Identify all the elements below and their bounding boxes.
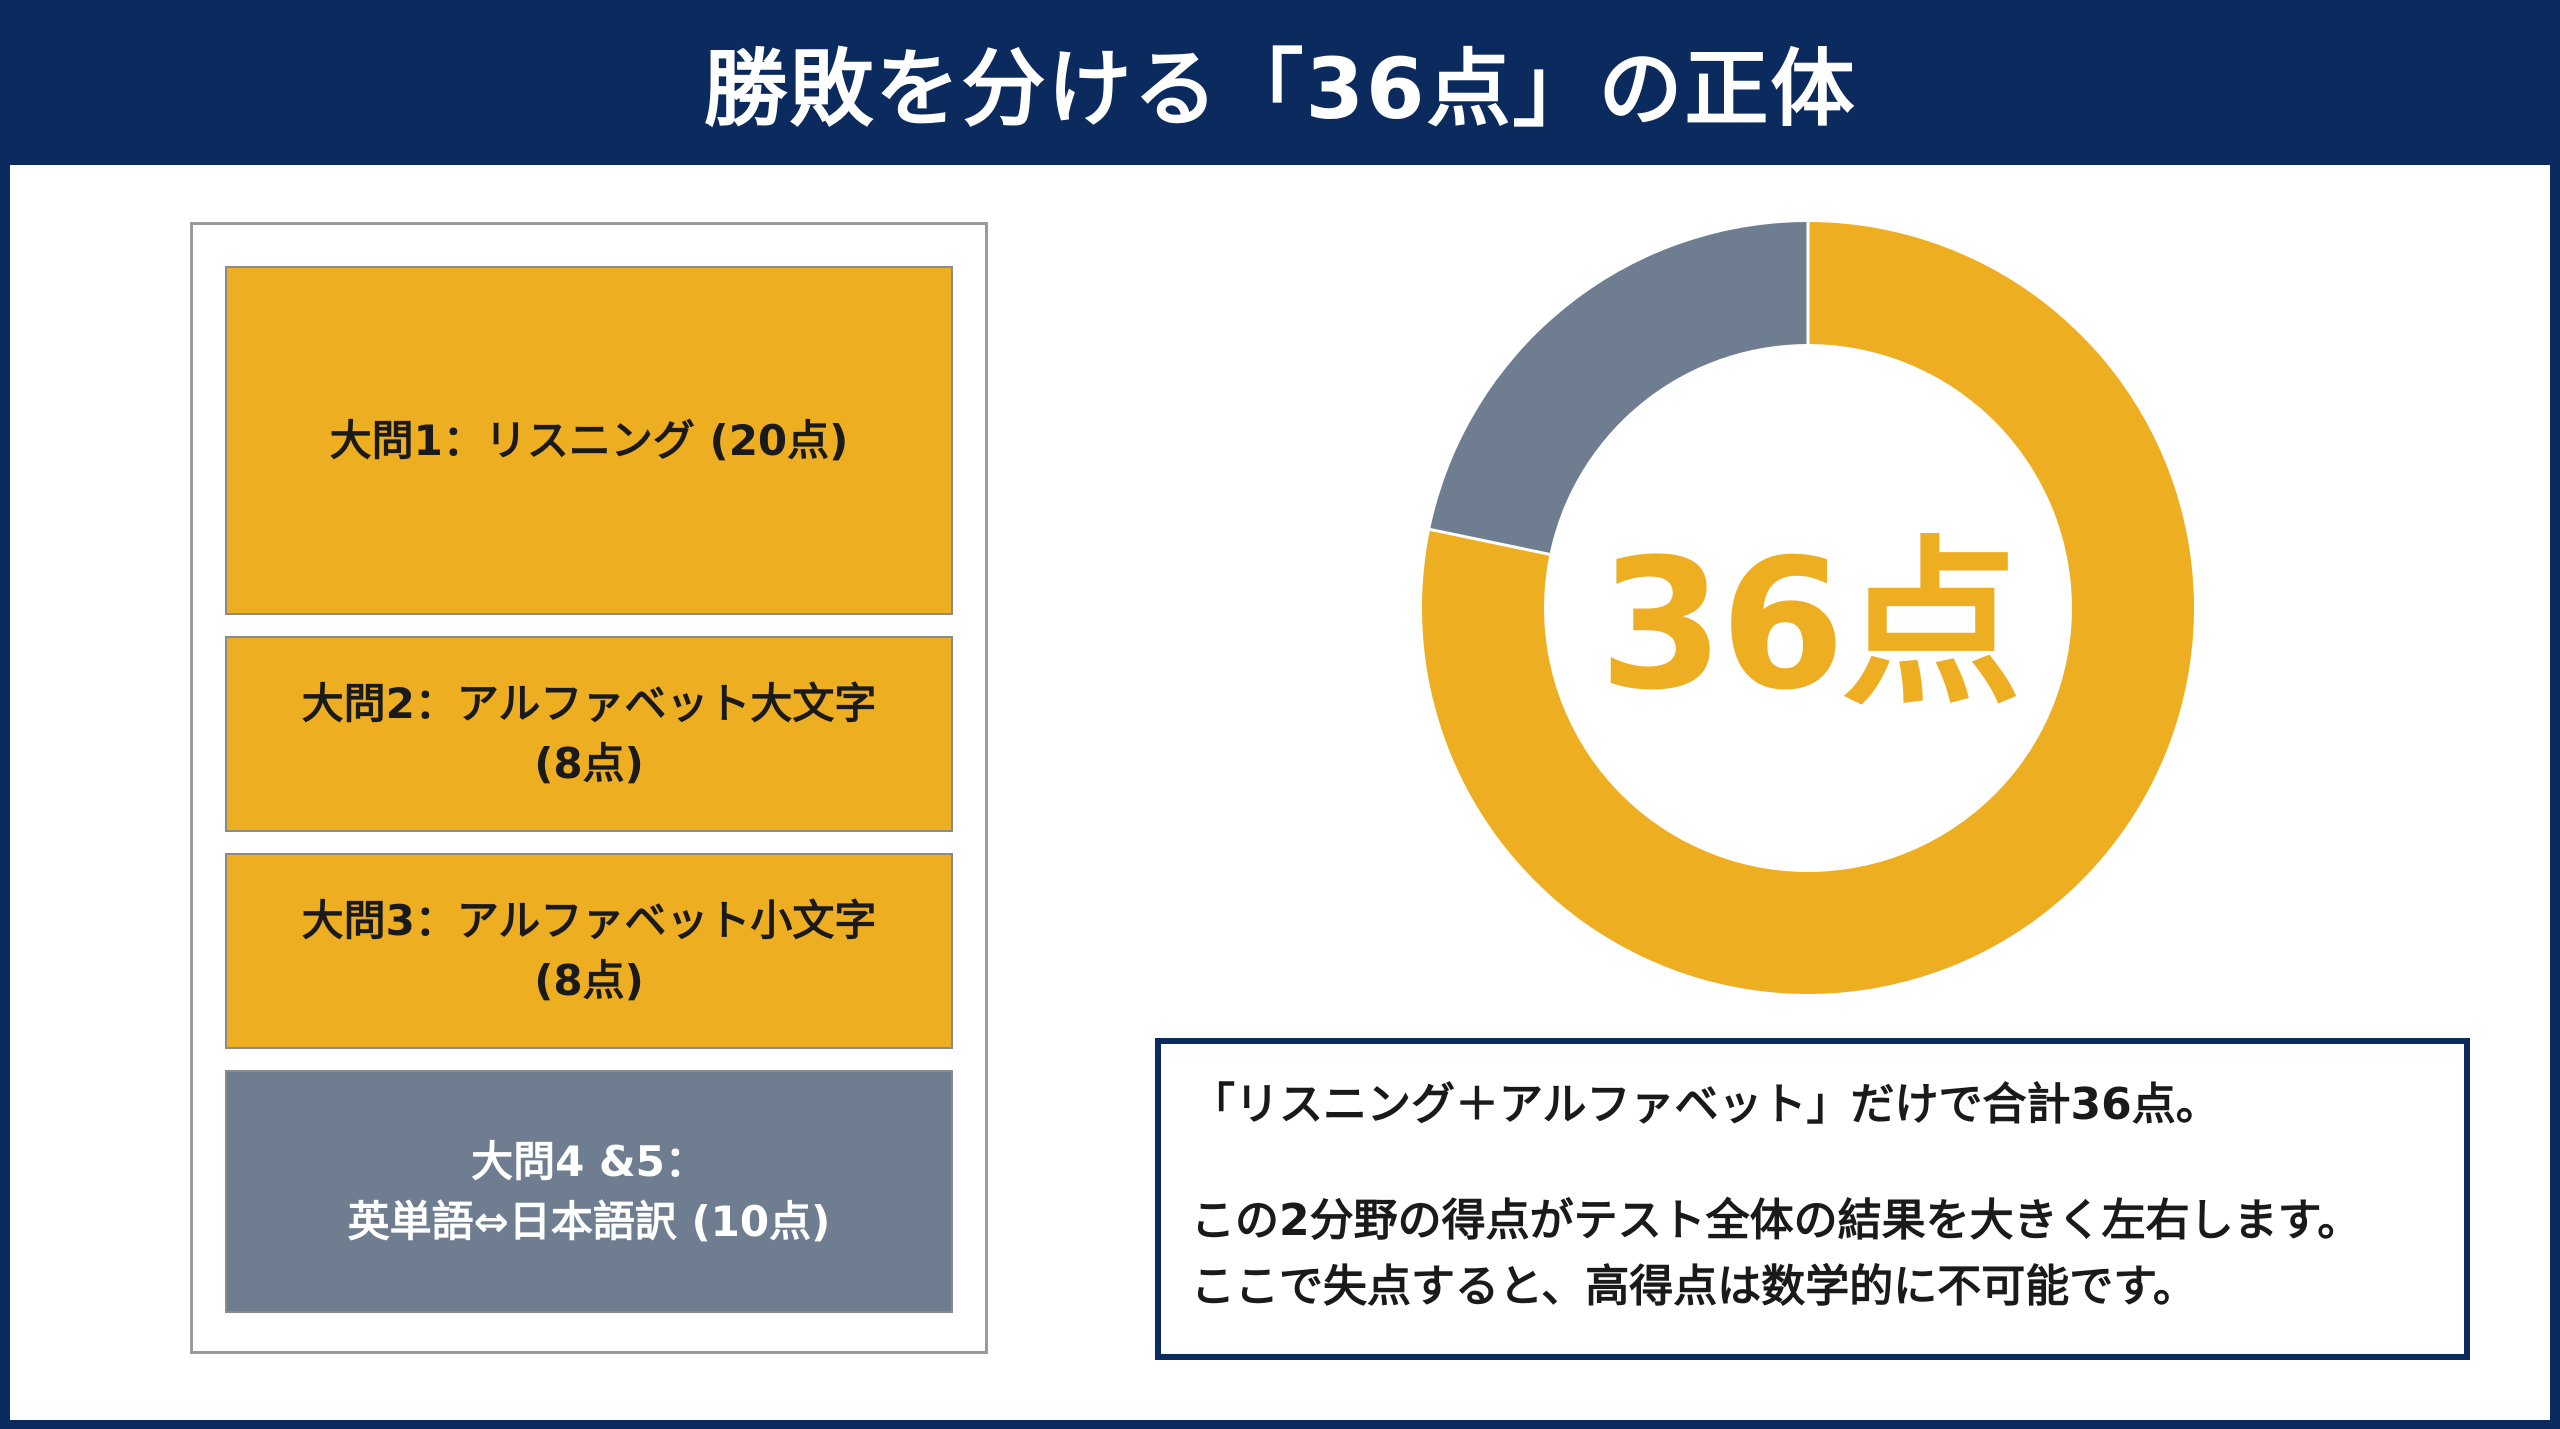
section-points: 英単語⇔日本語訳 (10点) [347,1196,831,1246]
score-donut-chart [1420,220,2196,996]
section-block-vocabulary: 大問4 &5： 英単語⇔日本語訳 (10点) [225,1070,953,1313]
section-label: 大問1：リスニング (20点) [329,415,849,465]
donut-slice-listening-alphabet [1422,222,2194,994]
donut-separator [1429,527,1550,556]
section-points: (8点) [534,739,644,788]
note-spacer [1191,1138,2434,1188]
slide-title: 勝敗を分ける「36点」の正体 [703,40,1857,138]
section-label: 大問2：アルファベット大文字 [301,679,877,728]
section-label: 大問3：アルファベット小文字 [301,896,877,945]
header-bar: 勝敗を分ける「36点」の正体 [0,0,2560,165]
section-block-uppercase: 大問2：アルファベット大文字 (8点) [225,636,953,832]
note-line: この2分野の得点がテスト全体の結果を大きく左右します。 [1191,1195,2362,1246]
donut-slice-vocabulary [1430,222,1808,555]
section-block-lowercase: 大問3：アルファベット小文字 (8点) [225,853,953,1049]
note-line: 「リスニング＋アルファベット」だけで合計36点。 [1191,1079,2220,1130]
section-block-listening: 大問1：リスニング (20点) [225,266,953,615]
section-points: (8点) [534,956,644,1005]
note-line: ここで失点すると、高得点は数学的に不可能です。 [1191,1261,2197,1312]
note-box: 「リスニング＋アルファベット」だけで合計36点。 この2分野の得点がテスト全体の… [1155,1038,2470,1360]
section-label: 大問4 &5： [471,1136,707,1186]
